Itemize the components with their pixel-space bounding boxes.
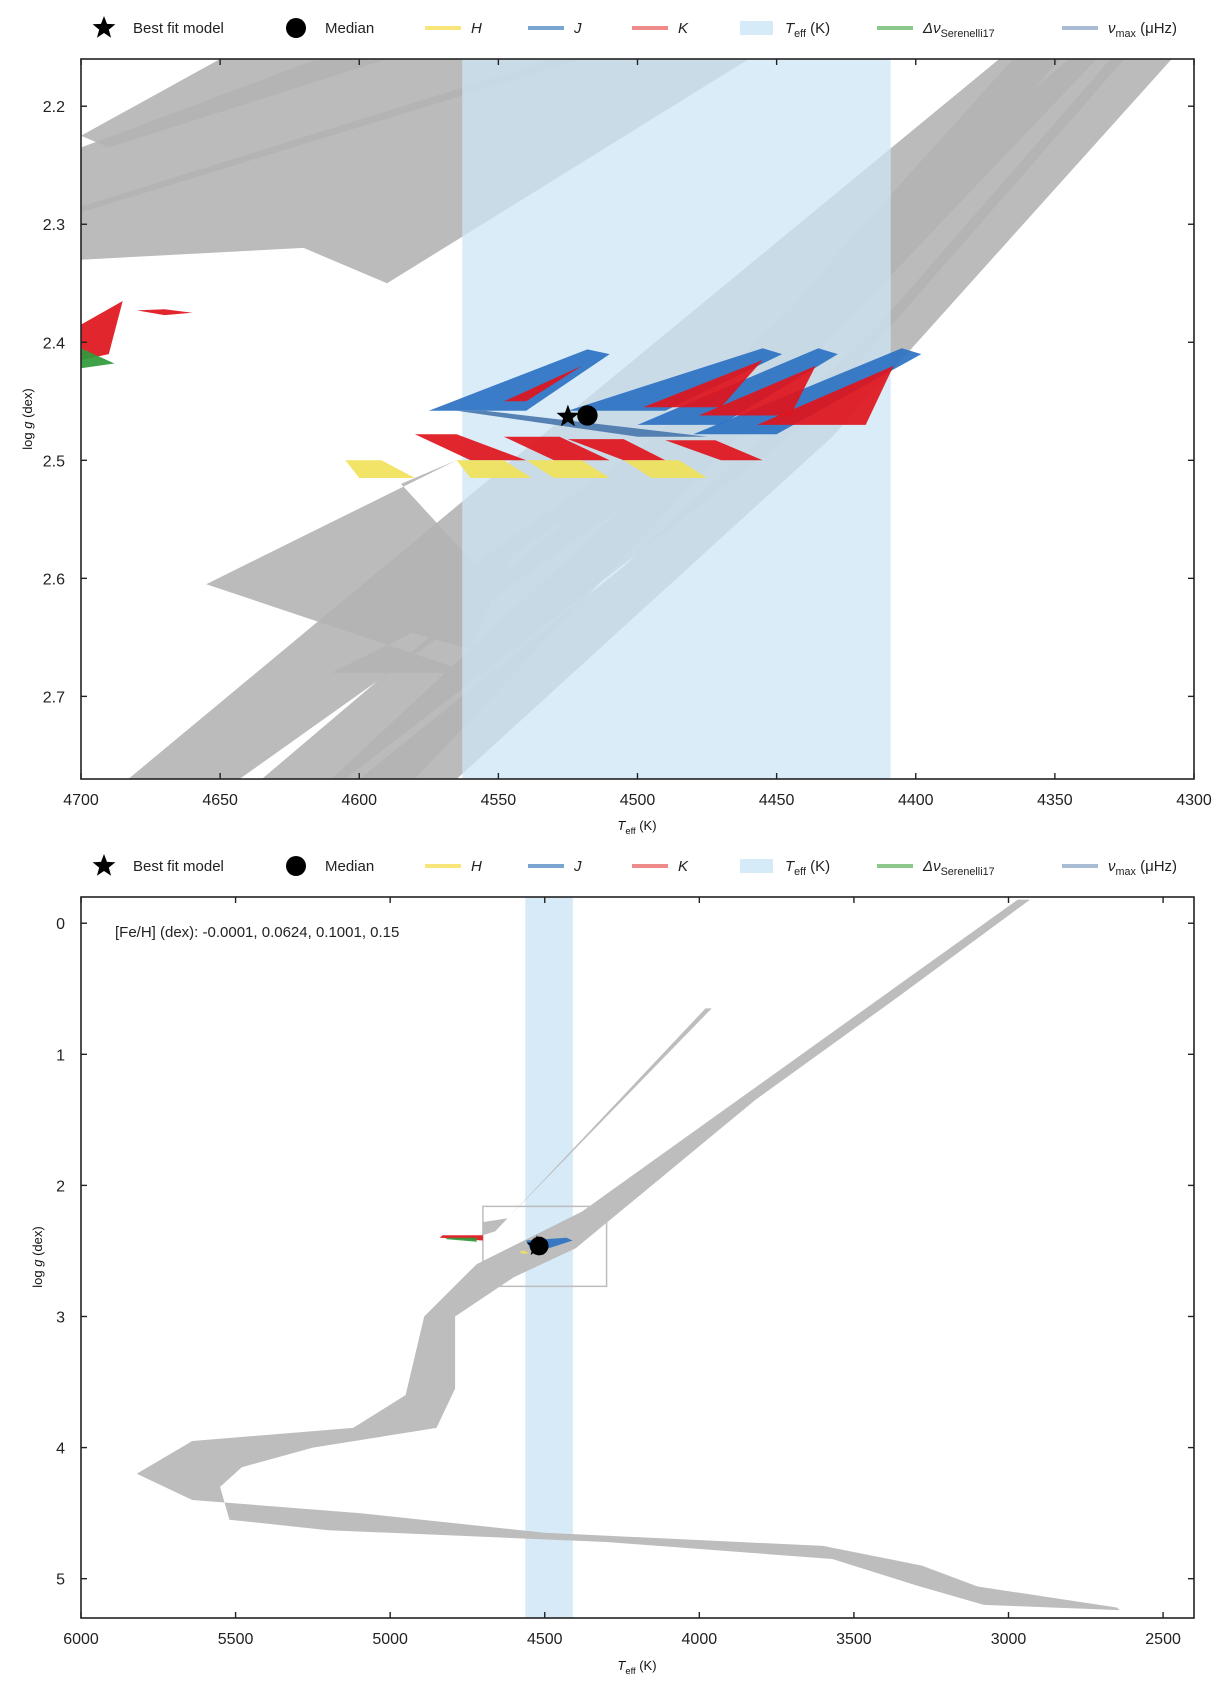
- fit-region-K: [643, 360, 763, 408]
- fit-region-H: [520, 1250, 530, 1254]
- fit-region-H: [623, 460, 708, 478]
- x-tick-label: 3500: [836, 1631, 872, 1648]
- legend-band-swatch: [740, 859, 773, 873]
- metallicity-annotation: [Fe/H] (dex): -0.0001, 0.0624, 0.1001, 0…: [115, 924, 399, 941]
- fit-region-K: [136, 309, 193, 316]
- median-marker: [529, 1236, 549, 1256]
- panel-zoom: 4700 4650 4600 4550 4500 4450 4400 4350 4300 2.2 2…: [20, 58, 1212, 836]
- legend-label-J: J: [573, 20, 582, 37]
- legend-label-teff: Teff (K): [785, 20, 830, 40]
- x-tick-label: 4300: [1176, 792, 1212, 809]
- x-tick-label: 2500: [1145, 1631, 1181, 1648]
- zoom-box: [482, 1205, 608, 1288]
- legend-label-J: J: [573, 858, 582, 875]
- x-tick-label: 5000: [372, 1631, 408, 1648]
- fit-region-K: [81, 301, 123, 360]
- y-tick-label: 4: [56, 1441, 65, 1458]
- y-tick-label: 2.5: [43, 453, 65, 470]
- model-tracks-bottom: [136, 899, 1120, 1611]
- ticks-top: 4700 4650 4600 4550 4500 4450 4400 4350 4300 2.2 2…: [43, 59, 1212, 809]
- legend-label-dnu: ΔνSerenelli17: [922, 20, 995, 40]
- legend-label-numax: νmax (μHz): [1108, 858, 1177, 878]
- model-track: [359, 59, 1172, 779]
- x-tick-label: 5500: [218, 1631, 254, 1648]
- x-tick-label: 4350: [1037, 792, 1073, 809]
- legend-label-H: H: [471, 20, 482, 37]
- fit-region-K: [414, 434, 527, 461]
- xlabel-top: Teff (K): [617, 818, 656, 836]
- y-tick-label: 3: [56, 1309, 65, 1326]
- markers-top: [556, 404, 598, 427]
- legend-label-H: H: [471, 858, 482, 875]
- panel-full: [Fe/H] (dex): -0.0001, 0.0624, 0.1001, 0…: [30, 896, 1195, 1676]
- legend-top: Best fit model Median H J K Teff (K) ΔνSerenel…: [92, 16, 1177, 40]
- legend-label-dnu: ΔνSerenelli17: [922, 858, 995, 878]
- fit-region-dnu: [81, 348, 115, 369]
- x-tick-label: 4550: [481, 792, 517, 809]
- legend-label-best: Best fit model: [133, 858, 224, 875]
- fit-region-dnu: [445, 1237, 477, 1242]
- y-tick-label: 2.3: [43, 217, 65, 234]
- fit-region-H: [345, 460, 415, 478]
- fit-region-K: [503, 436, 610, 461]
- y-tick-label: 2: [56, 1178, 65, 1195]
- legend-label-K: K: [678, 858, 689, 875]
- x-tick-label: 4700: [63, 792, 99, 809]
- x-tick-label: 4600: [341, 792, 377, 809]
- ylabel-top: log g (dex): [20, 388, 35, 449]
- x-tick-label: 6000: [63, 1631, 99, 1648]
- fit-region-J: [428, 349, 610, 411]
- legend-circle-icon: [286, 856, 306, 876]
- fit-region-K: [503, 365, 582, 402]
- y-tick-label: 2.6: [43, 571, 65, 588]
- y-tick-label: 1: [56, 1047, 65, 1064]
- best-fit-star-icon: [556, 404, 580, 427]
- legend-label-teff: Teff (K): [785, 858, 830, 878]
- fit-region-H: [526, 460, 610, 478]
- x-tick-label: 4450: [759, 792, 795, 809]
- markers-bottom: [526, 1235, 549, 1256]
- legend-label-numax: νmax (μHz): [1108, 20, 1177, 40]
- plot-area-bottom: [81, 897, 1194, 1618]
- y-tick-label: 0: [56, 916, 65, 933]
- model-track: [136, 899, 1120, 1611]
- legend-label-K: K: [678, 20, 689, 37]
- fit-region-K: [757, 365, 894, 425]
- model-track: [482, 1008, 712, 1236]
- x-tick-label: 3000: [991, 1631, 1027, 1648]
- legend-label-best: Best fit model: [133, 20, 224, 37]
- fit-regions-top: [81, 301, 922, 478]
- y-tick-label: 2.4: [43, 335, 65, 352]
- x-tick-label: 4650: [202, 792, 238, 809]
- legend-bottom: Best fit model Median H J K Teff (K) ΔνSerenel…: [92, 854, 1177, 878]
- legend-star-icon: [92, 16, 116, 38]
- fit-region-J: [567, 348, 783, 411]
- fit-region-K: [698, 365, 816, 416]
- plot-frame-bottom: [80, 896, 1195, 1619]
- fit-region-H: [456, 460, 532, 478]
- legend-label-median: Median: [325, 20, 374, 37]
- x-tick-label: 4500: [527, 1631, 563, 1648]
- model-track: [81, 59, 388, 148]
- legend-band-swatch: [740, 21, 773, 35]
- x-tick-label: 4400: [898, 792, 934, 809]
- y-tick-label: 5: [56, 1572, 65, 1589]
- y-tick-label: 2.7: [43, 689, 65, 706]
- legend-circle-icon: [286, 18, 306, 38]
- xlabel-bottom: Teff (K): [617, 1658, 656, 1676]
- legend-star-icon: [92, 854, 116, 876]
- fit-region-K: [567, 439, 666, 461]
- y-tick-label: 2.2: [43, 99, 65, 116]
- ylabel-bottom: log g (dex): [30, 1226, 45, 1287]
- x-tick-label: 4500: [620, 792, 656, 809]
- ticks-bottom: 6000 5500 5000 4500 4000 3500 3000 2500 0 1 2 3 4 5: [56, 897, 1194, 1648]
- legend-label-median: Median: [325, 858, 374, 875]
- x-tick-label: 4000: [682, 1631, 718, 1648]
- fit-region-K: [665, 440, 763, 461]
- median-marker: [577, 405, 598, 426]
